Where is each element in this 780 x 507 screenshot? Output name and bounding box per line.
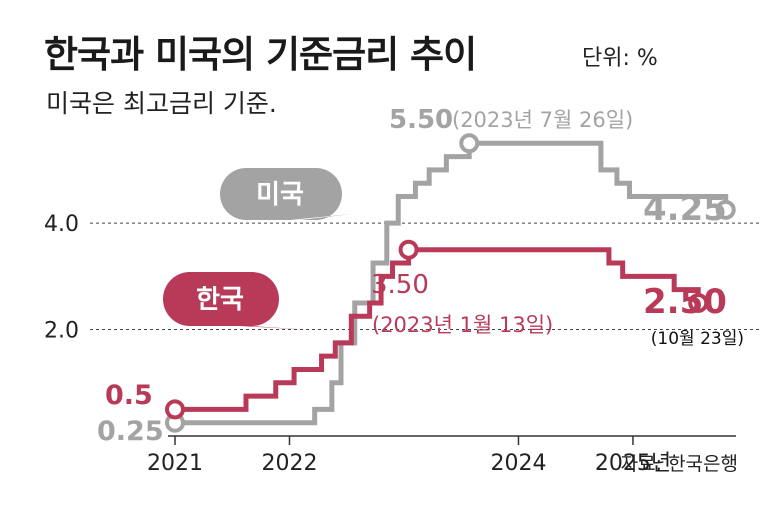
label-us-peak: 5.50 <box>389 105 453 135</box>
series-line-kr <box>175 247 701 412</box>
point-us-end <box>715 199 736 220</box>
label-kr-end-date: (10월 23일) <box>651 329 744 349</box>
label-us-end: 4.25 <box>643 189 727 229</box>
badge-kr-shape <box>163 272 312 330</box>
y-tick-label: 4.0 <box>44 212 79 237</box>
label-kr-start: 0.5 <box>105 380 153 411</box>
badge-kr-label: 한국 <box>196 285 244 315</box>
chart-subtitle: 미국은 최고금리 기준. <box>46 89 277 118</box>
source-note: 자료: 한국은행 <box>621 453 738 475</box>
label-us-start: 0.25 <box>97 416 164 447</box>
point-us-peak <box>459 133 480 154</box>
x-tick-label: 2025년 <box>595 451 671 476</box>
badge-us-shape <box>220 168 352 220</box>
chart-title: 한국과 미국의 기준금리 추이 <box>44 33 477 76</box>
y-tick-label: 2.0 <box>44 319 79 344</box>
x-tick-label: 2024 <box>490 451 546 476</box>
series-line-us <box>175 140 729 426</box>
point-kr-peak <box>398 239 419 260</box>
point-kr-start <box>165 399 185 420</box>
label-kr-end: 2.50 <box>643 282 727 322</box>
label-us-peak-date: (2023년 7월 26일) <box>452 108 633 132</box>
point-kr-end <box>688 292 709 313</box>
label-kr-peak-date: (2023년 1월 13일) <box>372 313 553 337</box>
x-tick-label: 2022 <box>261 451 317 476</box>
label-kr-peak: 3.50 <box>371 270 429 300</box>
badge-us-label: 미국 <box>256 180 304 210</box>
unit-label: 단위: % <box>582 46 658 71</box>
x-tick-label: 2021 <box>147 451 203 476</box>
